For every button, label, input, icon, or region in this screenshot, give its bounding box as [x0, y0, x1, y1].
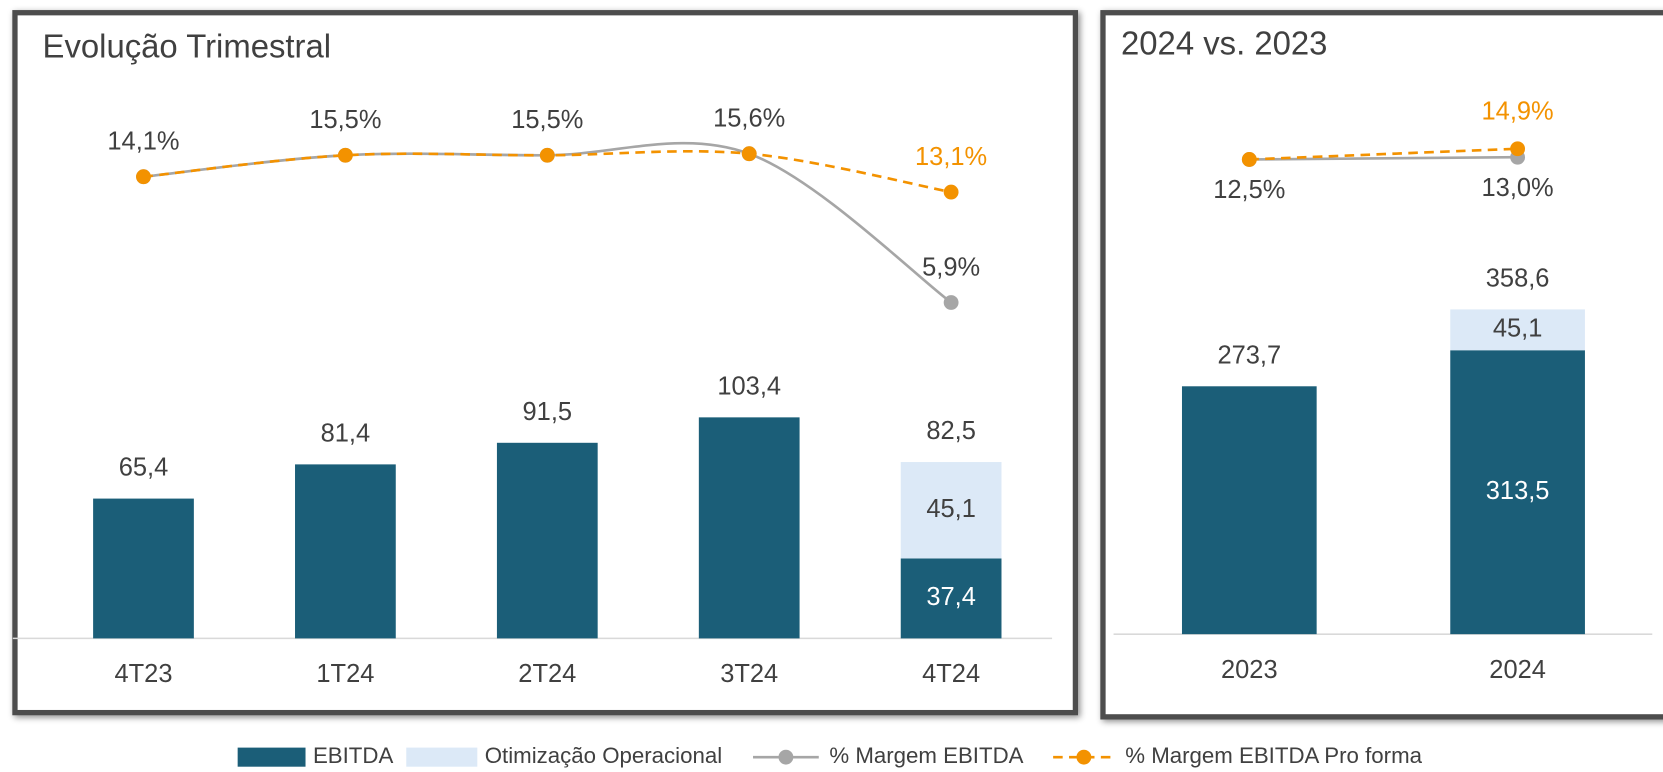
bar — [1181, 386, 1317, 635]
legend-label: % Margem EBITDA — [829, 743, 1023, 768]
line-value-label: 5,9% — [922, 253, 980, 281]
bar-value-label: 45,1 — [926, 495, 976, 523]
bar-value-label: 81,4 — [321, 419, 371, 447]
legend-swatch — [237, 747, 306, 767]
line-marker — [943, 295, 959, 310]
line-value-label: 15,5% — [511, 106, 583, 134]
line-marker — [337, 147, 353, 163]
bar — [93, 498, 194, 639]
charts: Evolução Trimestral 4T23 1T24 2T24 3T24 4T24 6… — [12, 24, 1653, 768]
bar-value-label: 313,5 — [1486, 477, 1550, 505]
x-tick-label: 2T24 — [518, 660, 576, 688]
line-value-label: 15,6% — [713, 105, 785, 133]
bar-value-label: 273,7 — [1217, 341, 1281, 369]
bar — [1450, 309, 1585, 351]
legend-swatch — [1076, 749, 1092, 765]
bar — [295, 464, 396, 639]
chart-title: 2024 vs. 2023 — [1121, 24, 1327, 61]
line — [1249, 147, 1518, 161]
bar — [496, 442, 598, 639]
legend-label: EBITDA — [313, 743, 394, 768]
bar — [900, 558, 1002, 639]
bar — [1450, 350, 1585, 635]
chart-title: Evolução Trimestral — [43, 27, 332, 64]
bar-value-label: 91,5 — [523, 398, 573, 426]
bar — [900, 462, 1002, 559]
legend-label: Otimização Operacional — [485, 743, 722, 768]
line-marker — [741, 146, 757, 162]
total-label: 82,5 — [926, 417, 976, 445]
legend-swatch — [778, 749, 794, 765]
x-tick-label: 4T24 — [922, 660, 980, 688]
legend-label: % Margem EBITDA Pro forma — [1125, 743, 1422, 768]
line-marker — [943, 184, 959, 200]
x-tick-label: 2024 — [1489, 656, 1546, 684]
bar-value-label: 103,4 — [717, 372, 781, 400]
x-tick-label: 4T23 — [114, 660, 172, 688]
line-value-label: 14,1% — [107, 128, 179, 156]
line-value-label: 12,5% — [1213, 176, 1285, 204]
total-label: 358,6 — [1486, 264, 1550, 292]
bar-value-label: 65,4 — [119, 454, 169, 482]
line-marker — [1241, 152, 1257, 167]
line-value-label: 15,5% — [309, 106, 381, 134]
line-value-label: 13,0% — [1482, 174, 1554, 202]
line-value-label: 13,1% — [915, 143, 987, 171]
line-value-label: 14,9% — [1482, 97, 1554, 125]
bar — [698, 417, 800, 639]
line-marker — [136, 169, 151, 185]
x-tick-label: 3T24 — [720, 660, 778, 688]
line-marker — [1510, 141, 1526, 157]
x-tick-label: 1T24 — [316, 660, 374, 688]
x-tick-label: 2023 — [1221, 656, 1278, 684]
bar-value-label: 45,1 — [1493, 315, 1543, 343]
bar-value-label: 37,4 — [926, 583, 976, 611]
legend-swatch — [406, 747, 478, 767]
line-marker — [539, 147, 555, 163]
